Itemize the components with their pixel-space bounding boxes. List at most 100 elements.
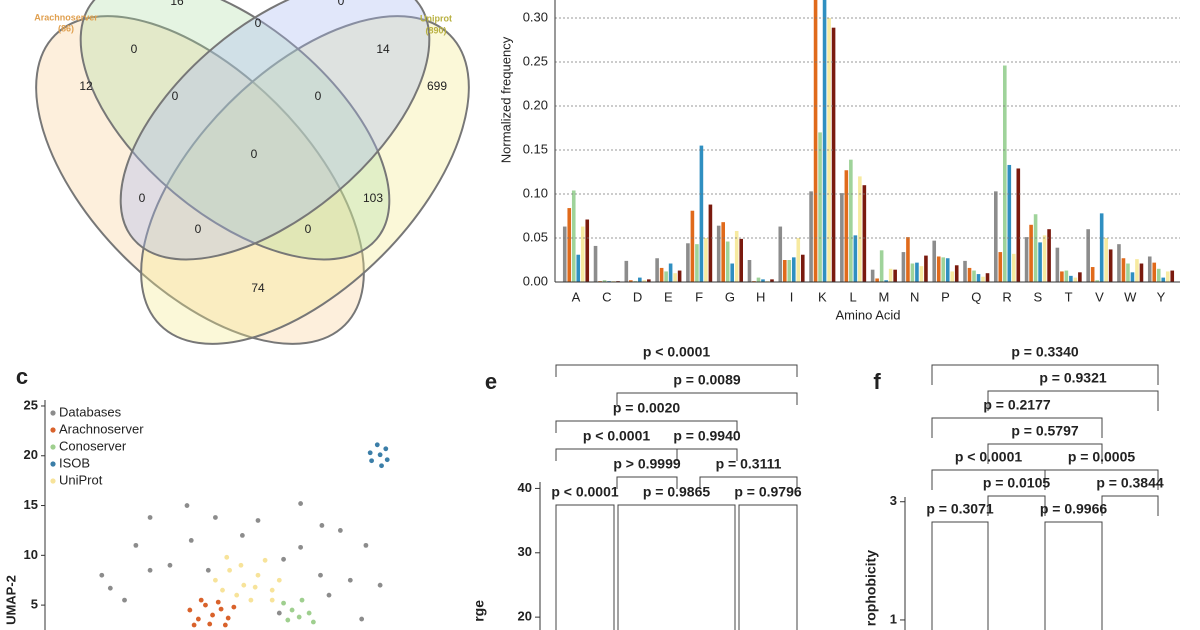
venn-set (35, 15, 365, 345)
bar (791, 257, 796, 282)
point (195, 616, 201, 622)
legend-label: ISOB (59, 455, 90, 470)
bar (893, 269, 897, 282)
point (337, 528, 343, 533)
bar (668, 263, 673, 282)
y-tick-label: 0.30 (523, 9, 548, 24)
x-tick-label: F (695, 289, 703, 304)
point (299, 597, 305, 603)
significance-bracket (617, 504, 736, 630)
y-tick-label: 3 (890, 493, 897, 508)
bar (870, 269, 875, 282)
p-value: p = 0.0020 (613, 400, 681, 416)
point (383, 446, 389, 452)
legend-swatch (50, 410, 56, 416)
significance-bracket (987, 443, 1103, 464)
point (374, 442, 380, 448)
bar (778, 226, 783, 282)
bar (629, 280, 633, 282)
bar (1069, 275, 1073, 282)
bar (822, 0, 827, 282)
y-tick-label: 0.10 (523, 185, 548, 200)
bar (1073, 277, 1078, 282)
y-tick-label: 10 (24, 547, 38, 562)
x-tick-label: G (725, 289, 735, 304)
y-axis-label: rophobicity (863, 550, 879, 626)
bar (998, 252, 1003, 282)
point (187, 607, 193, 613)
significance-bracket (931, 521, 989, 630)
bar (985, 273, 990, 282)
panel-f: f rophobicity 1 3 p = 0.3340 p = 0.9321 p = 0.… (863, 344, 1164, 630)
point (359, 616, 365, 622)
bar (756, 277, 761, 282)
x-tick-label: V (1095, 289, 1104, 304)
y-tick-label: 20 (24, 447, 38, 462)
bar (638, 277, 642, 282)
p-value: p > 0.9999 (613, 456, 681, 472)
point (122, 597, 127, 603)
y-tick-label: 0.20 (523, 97, 548, 112)
point (296, 614, 302, 620)
point (281, 600, 286, 606)
x-tick-label: M (878, 289, 889, 304)
bar (809, 191, 813, 282)
x-tick-label: S (1034, 289, 1043, 304)
bar (739, 238, 743, 282)
point (276, 577, 282, 583)
region-count: 0 (131, 42, 138, 56)
bar (1130, 272, 1135, 282)
panel-letter: f (873, 369, 881, 394)
bar (915, 262, 919, 282)
point (191, 622, 197, 628)
point (262, 557, 268, 563)
bar (1007, 164, 1012, 282)
bar (1016, 168, 1021, 282)
bar (593, 245, 598, 282)
legend-label: Databases (59, 404, 122, 419)
region-count: 0 (255, 16, 262, 30)
bar (721, 222, 725, 282)
bar (1003, 65, 1007, 283)
bar (954, 265, 959, 282)
bar (1060, 271, 1064, 282)
venn-set (79, 0, 391, 261)
bar-area (562, 0, 1175, 283)
bar (858, 176, 862, 282)
bar (1047, 229, 1051, 282)
point (306, 610, 312, 616)
significance-bracket (555, 364, 798, 377)
y-tick-label: 0.05 (523, 229, 548, 244)
bar (1029, 224, 1033, 282)
bar (1117, 244, 1121, 282)
p-value: p < 0.0001 (955, 449, 1023, 465)
point (225, 615, 231, 621)
bar (770, 279, 774, 282)
point (318, 572, 323, 578)
bar (673, 273, 677, 282)
bar (664, 271, 668, 282)
point (133, 542, 139, 548)
point (207, 621, 213, 627)
bar (1156, 268, 1161, 282)
bar (704, 238, 708, 282)
bar (1139, 263, 1144, 282)
point (198, 597, 204, 603)
venn-diagram: Arachnoserver (86) Uniprot (890) (34, 0, 470, 345)
p-value: p = 0.3340 (1011, 344, 1079, 360)
p-value: p = 0.3844 (1096, 475, 1164, 491)
bar (725, 241, 730, 282)
p-value: p = 0.0105 (983, 475, 1051, 491)
umap-panel: c UMAP-2 5 10 15 20 25 Databases Arachnoserver Co… (3, 364, 144, 630)
y-tick-label: 1 (890, 611, 897, 626)
bar (831, 27, 836, 283)
point (184, 503, 190, 508)
legend-label: UniProt (59, 472, 103, 487)
point (239, 533, 245, 538)
bar (1165, 271, 1170, 282)
point (238, 562, 244, 568)
p-value: p = 0.9865 (643, 484, 711, 500)
significance-bracket (987, 390, 1159, 411)
point (188, 537, 194, 543)
